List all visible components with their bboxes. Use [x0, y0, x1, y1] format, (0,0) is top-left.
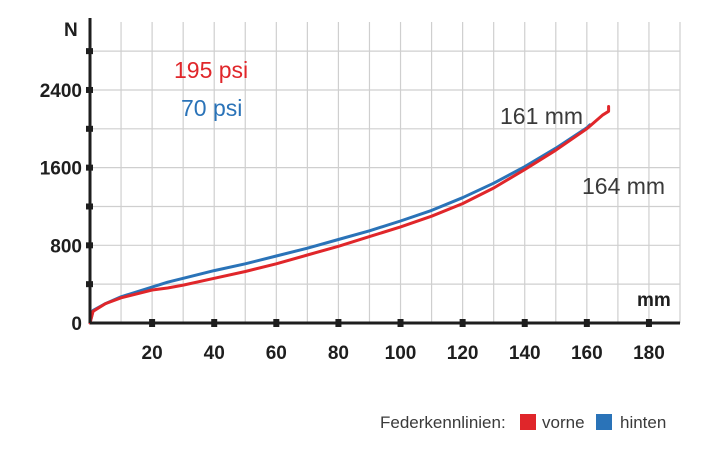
- axes: [86, 18, 680, 327]
- annotation-161mm: 161 mm: [500, 103, 583, 129]
- x-tick-mark: [583, 319, 590, 327]
- y-tick-mark: [86, 203, 93, 210]
- x-tick-label: 120: [447, 343, 479, 364]
- series-label-hinten: 70 psi: [181, 95, 242, 121]
- y-axis-label: N: [64, 20, 78, 41]
- y-tick-label: 2400: [40, 81, 82, 102]
- series-line-hinten: [88, 123, 592, 325]
- x-tick-mark: [397, 319, 404, 327]
- y-tick-label: 0: [71, 314, 82, 335]
- series-label-vorne: 195 psi: [174, 57, 248, 83]
- x-tick-mark: [335, 319, 342, 327]
- x-tick-mark: [459, 319, 466, 327]
- x-tick-label: 160: [571, 343, 603, 364]
- y-tick-label: 1600: [40, 159, 82, 180]
- legend: Federkennlinien: vorne hinten: [380, 413, 666, 432]
- x-tick-label: 60: [266, 343, 287, 364]
- legend-label-hinten: hinten: [620, 413, 666, 432]
- y-tick-mark: [86, 48, 93, 55]
- legend-swatch-hinten: [596, 414, 612, 430]
- x-tick-label: 180: [633, 343, 665, 364]
- x-tick-mark: [521, 319, 528, 327]
- x-tick-label: 100: [385, 343, 417, 364]
- x-tick-mark: [273, 319, 280, 327]
- x-axis-label: mm: [637, 290, 671, 311]
- grid: [90, 22, 681, 323]
- y-tick-mark: [86, 242, 93, 249]
- x-tick-mark: [645, 319, 652, 327]
- y-tick-mark: [86, 164, 93, 171]
- y-tick-mark: [86, 86, 93, 93]
- x-tick-mark: [211, 319, 218, 327]
- x-tick-label: 140: [509, 343, 541, 364]
- y-tick-mark: [86, 281, 93, 288]
- y-tick-label: 800: [50, 236, 82, 257]
- series-line-vorne: [88, 105, 611, 325]
- x-tick-label: 40: [204, 343, 225, 364]
- legend-swatch-vorne: [520, 414, 536, 430]
- legend-title: Federkennlinien:: [380, 413, 506, 432]
- series-layer: [88, 105, 611, 325]
- annotation-164mm: 164 mm: [582, 173, 665, 199]
- tick-labels: 20 40 60 80 100 120 140 160 180 0 800 1600 2400: [40, 81, 665, 364]
- y-tick-mark: [86, 125, 93, 132]
- x-tick-label: 20: [142, 343, 163, 364]
- legend-label-vorne: vorne: [542, 413, 585, 432]
- x-tick-mark: [149, 319, 156, 327]
- x-tick-label: 80: [328, 343, 349, 364]
